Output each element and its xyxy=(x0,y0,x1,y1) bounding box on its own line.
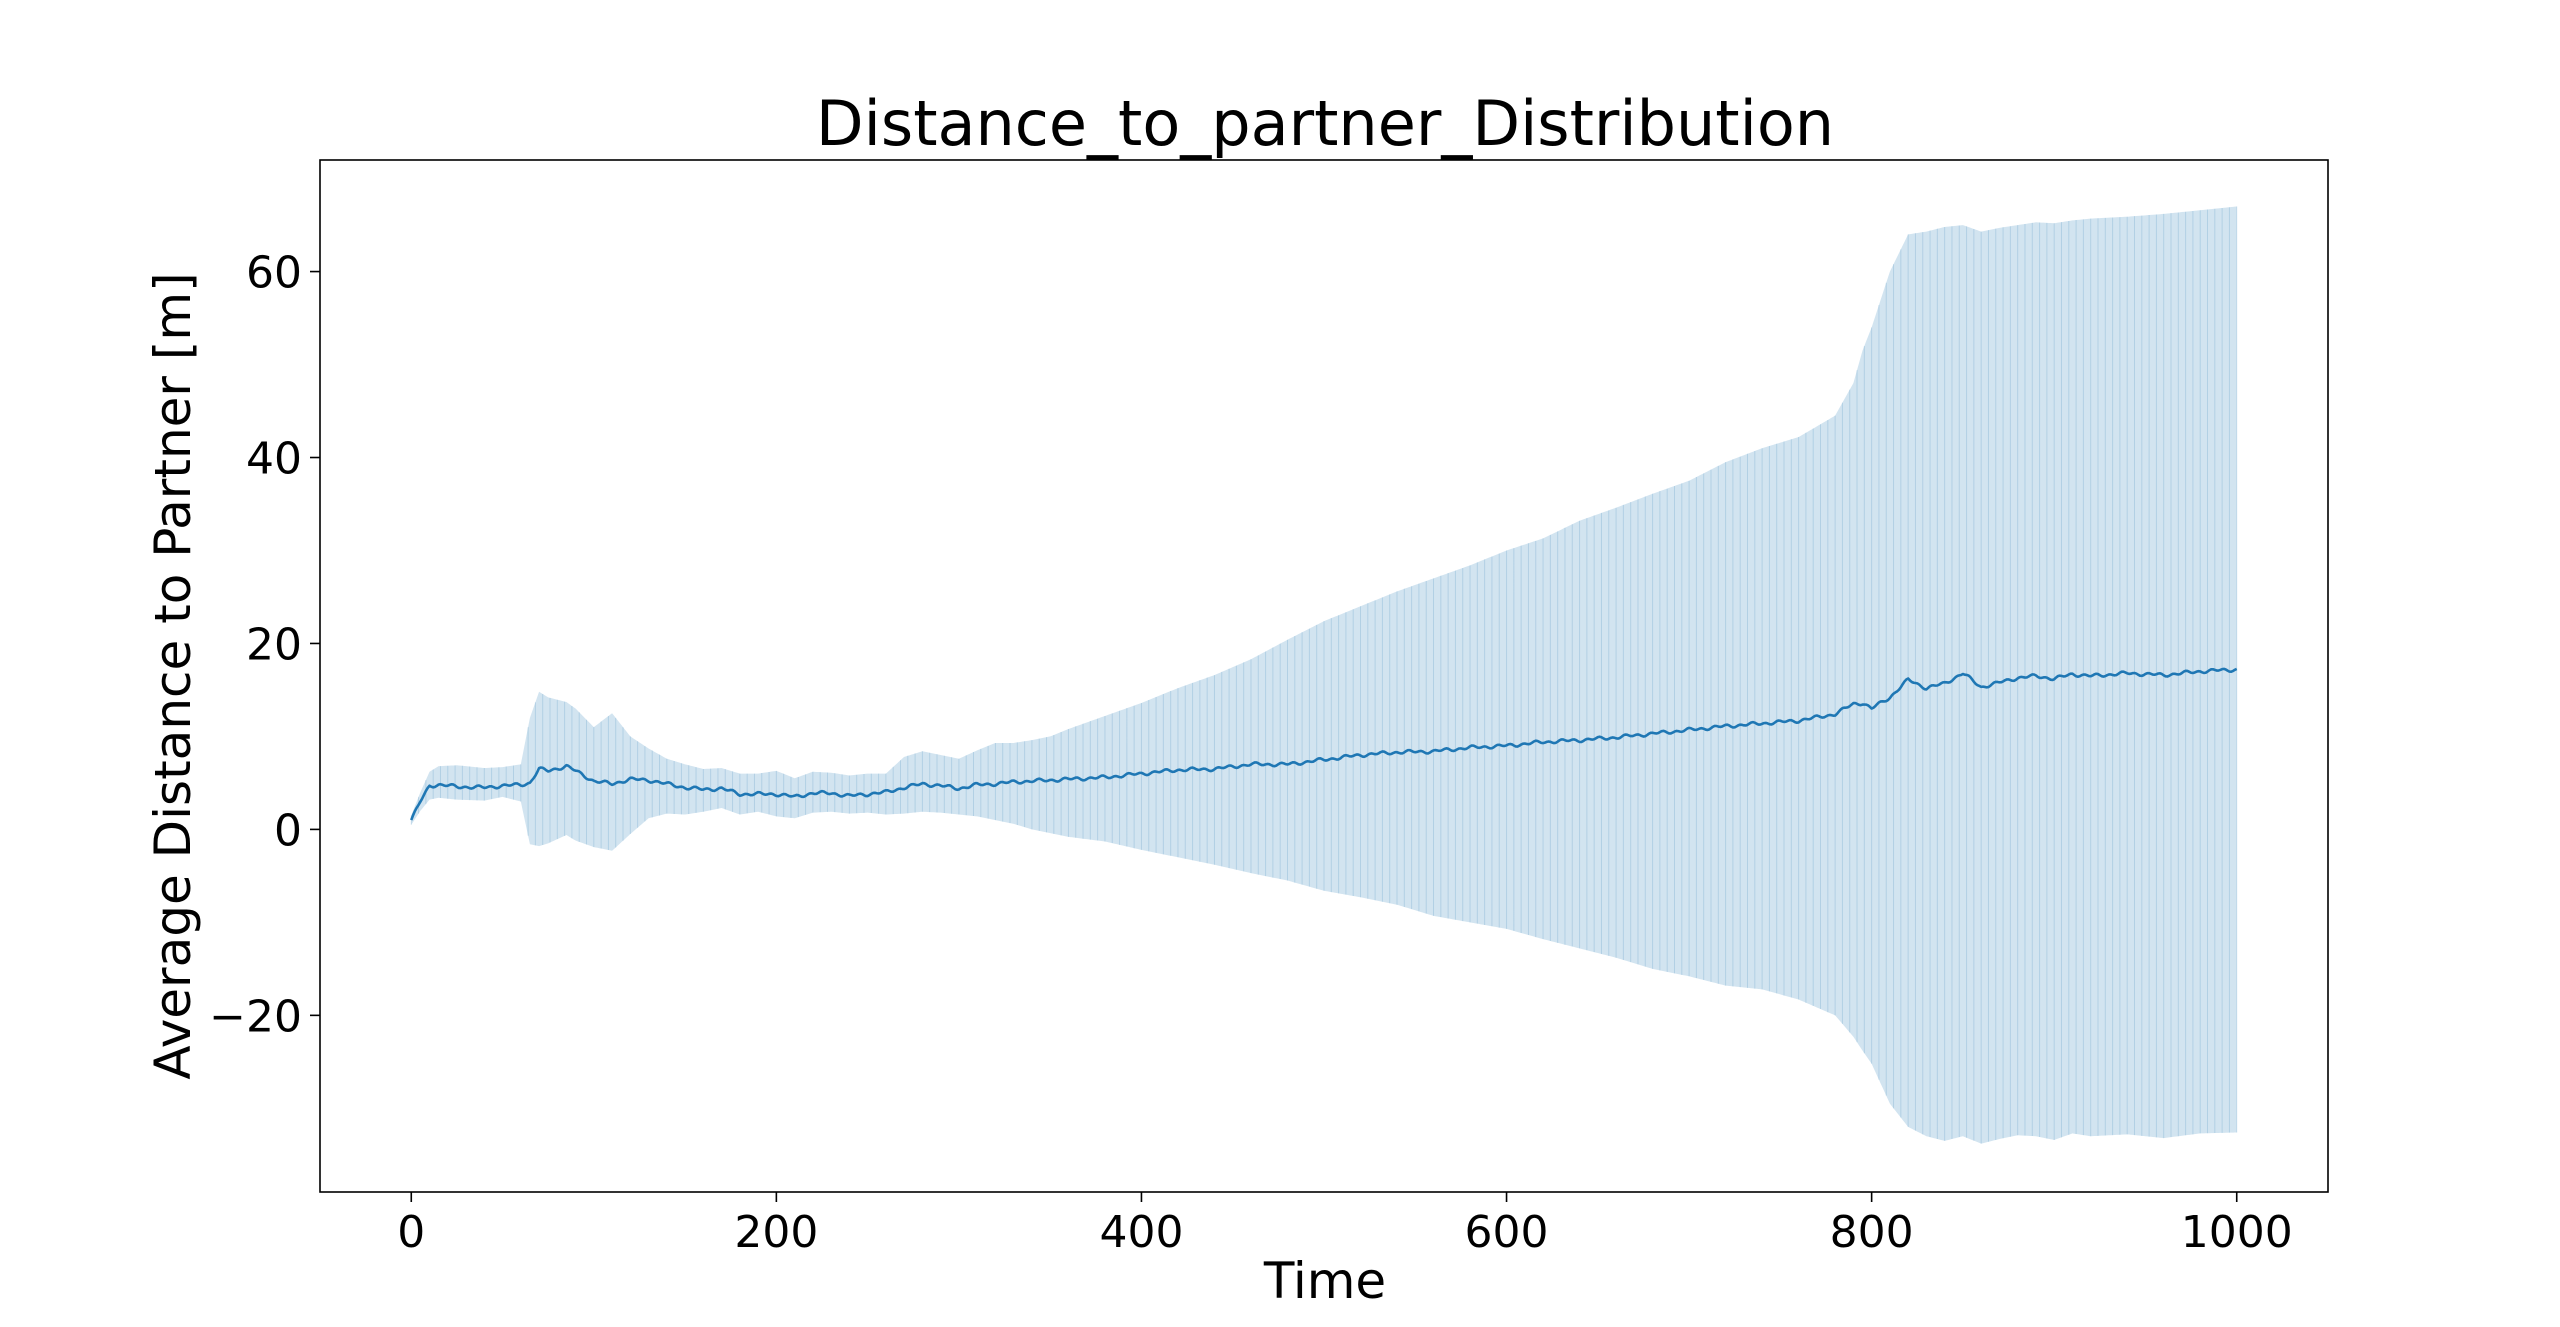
x-tick-label: 800 xyxy=(1830,1207,1914,1258)
x-tick-label: 400 xyxy=(1099,1207,1183,1258)
chart-title: Distance_to_partner_Distribution xyxy=(816,87,1834,160)
x-tick-label: 1000 xyxy=(2181,1207,2293,1258)
x-axis: 0 200 400 600 800 1000 xyxy=(397,1192,2293,1258)
y-tick-label: 60 xyxy=(246,248,302,299)
y-axis: −20 0 20 40 60 xyxy=(209,248,320,1042)
axes-frame xyxy=(319,159,2329,1193)
x-tick-label: 0 xyxy=(397,1207,425,1258)
mean-line xyxy=(410,667,2238,821)
plot-area xyxy=(410,206,2238,1144)
x-tick-label: 600 xyxy=(1465,1207,1549,1258)
y-tick-label: 20 xyxy=(246,619,302,670)
y-tick-label: −20 xyxy=(209,991,302,1042)
y-tick-label: 40 xyxy=(246,434,302,485)
confidence-band xyxy=(411,206,2237,1144)
x-axis-label: Time xyxy=(1263,1252,1386,1310)
y-axis-label: Average Distance to Partner [m] xyxy=(144,272,202,1079)
y-tick-label: 0 xyxy=(274,805,302,856)
x-tick-label: 200 xyxy=(734,1207,818,1258)
